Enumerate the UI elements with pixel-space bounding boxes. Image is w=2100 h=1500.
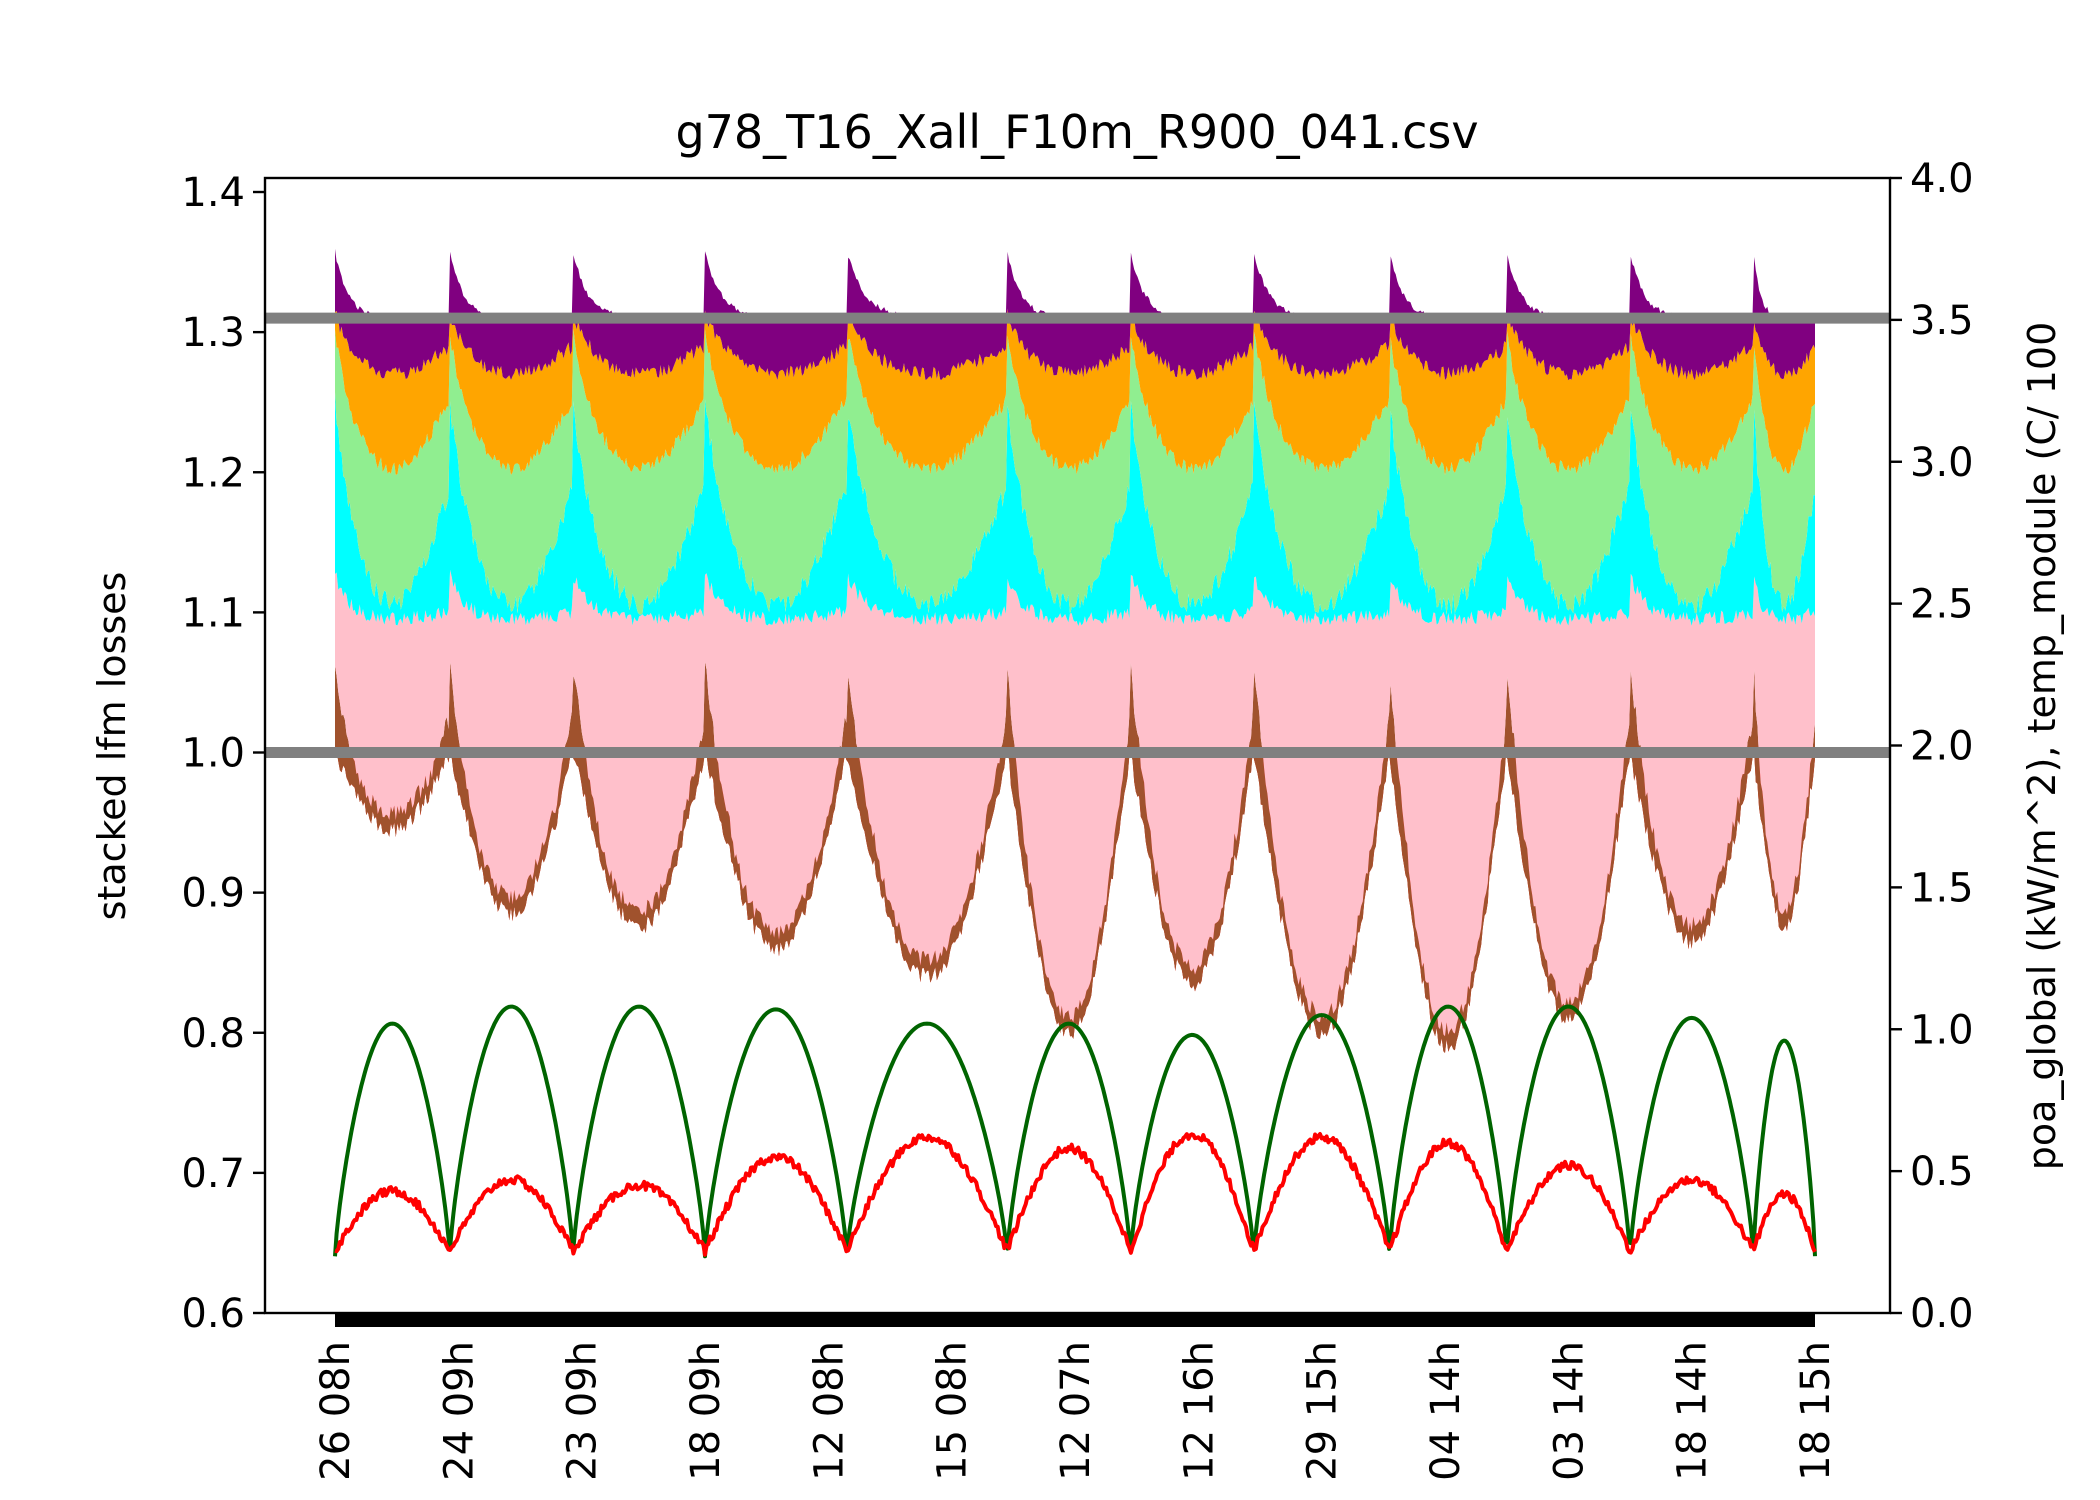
area-lightgreen <box>335 328 1815 615</box>
y-tick-label: 0.8 <box>181 1011 245 1057</box>
y-tick-label: 0.6 <box>181 1291 245 1337</box>
y-right-tick-label: 3.0 <box>1910 440 1974 486</box>
x-tick-label: 12 08h <box>806 1341 852 1481</box>
y-right-tick-label: 2.5 <box>1910 582 1974 628</box>
y-right-tick-label: 1.5 <box>1910 865 1974 911</box>
y-tick-label: 1.4 <box>181 170 245 216</box>
y-axis-label: stacked lfm losses <box>90 572 134 921</box>
x-tick-label: 12 16h <box>1176 1341 1222 1481</box>
y-tick-label: 1.1 <box>181 590 245 636</box>
area-cyan <box>335 392 1815 626</box>
chart-title: g78_T16_Xall_F10m_R900_041.csv <box>675 105 1478 159</box>
x-tick-label: 12 07h <box>1053 1341 1099 1481</box>
axes: 0.6 0.7 0.8 0.9 1.0 1.1 1.2 1.3 1.4 0.0 0.5 1.0 1.5 2… <box>181 156 1973 1481</box>
y-right-tick-label: 3.5 <box>1910 298 1974 344</box>
x-tick-label: 18 15h <box>1793 1341 1839 1481</box>
y-tick-label: 1.0 <box>181 731 245 777</box>
right-axis-series <box>333 1004 1817 1259</box>
x-tick-label: 04 14h <box>1423 1341 1469 1481</box>
y-tick-label: 0.9 <box>181 871 245 917</box>
reference-lines <box>265 312 1890 759</box>
x-tick-label: 29 15h <box>1300 1341 1346 1481</box>
x-tick-label: 03 14h <box>1546 1341 1592 1481</box>
x-tick-label: 26 08h <box>313 1341 359 1481</box>
y-tick-label: 1.3 <box>181 310 245 356</box>
y-right-tick-label: 2.0 <box>1910 724 1974 770</box>
x-tick-band <box>335 1313 1815 1327</box>
y-axis-label-right: poa_global (kW/m^2), temp_module (C/ 100 <box>2020 322 2064 1171</box>
x-tick-label: 24 09h <box>436 1341 482 1481</box>
area-purple <box>335 248 1815 381</box>
y-right-tick-label: 4.0 <box>1910 156 1974 202</box>
area-pink <box>335 569 1815 1037</box>
area-orange <box>335 308 1815 476</box>
y-right-tick-label: 1.0 <box>1910 1007 1974 1053</box>
y-right-tick-label: 0.5 <box>1910 1149 1974 1195</box>
y-tick-label: 0.7 <box>181 1151 245 1197</box>
stacked-loss-areas <box>335 248 1815 1053</box>
line-temp_module <box>334 1132 1817 1257</box>
x-tick-label: 18 09h <box>683 1341 729 1481</box>
x-tick-label: 23 09h <box>560 1341 606 1481</box>
y-tick-label: 1.2 <box>181 450 245 496</box>
x-tick-label: 15 08h <box>930 1341 976 1481</box>
line-poa_global <box>333 1004 1817 1259</box>
x-tick-label: 18 14h <box>1670 1341 1716 1481</box>
y-right-tick-label: 0.0 <box>1910 1291 1974 1337</box>
